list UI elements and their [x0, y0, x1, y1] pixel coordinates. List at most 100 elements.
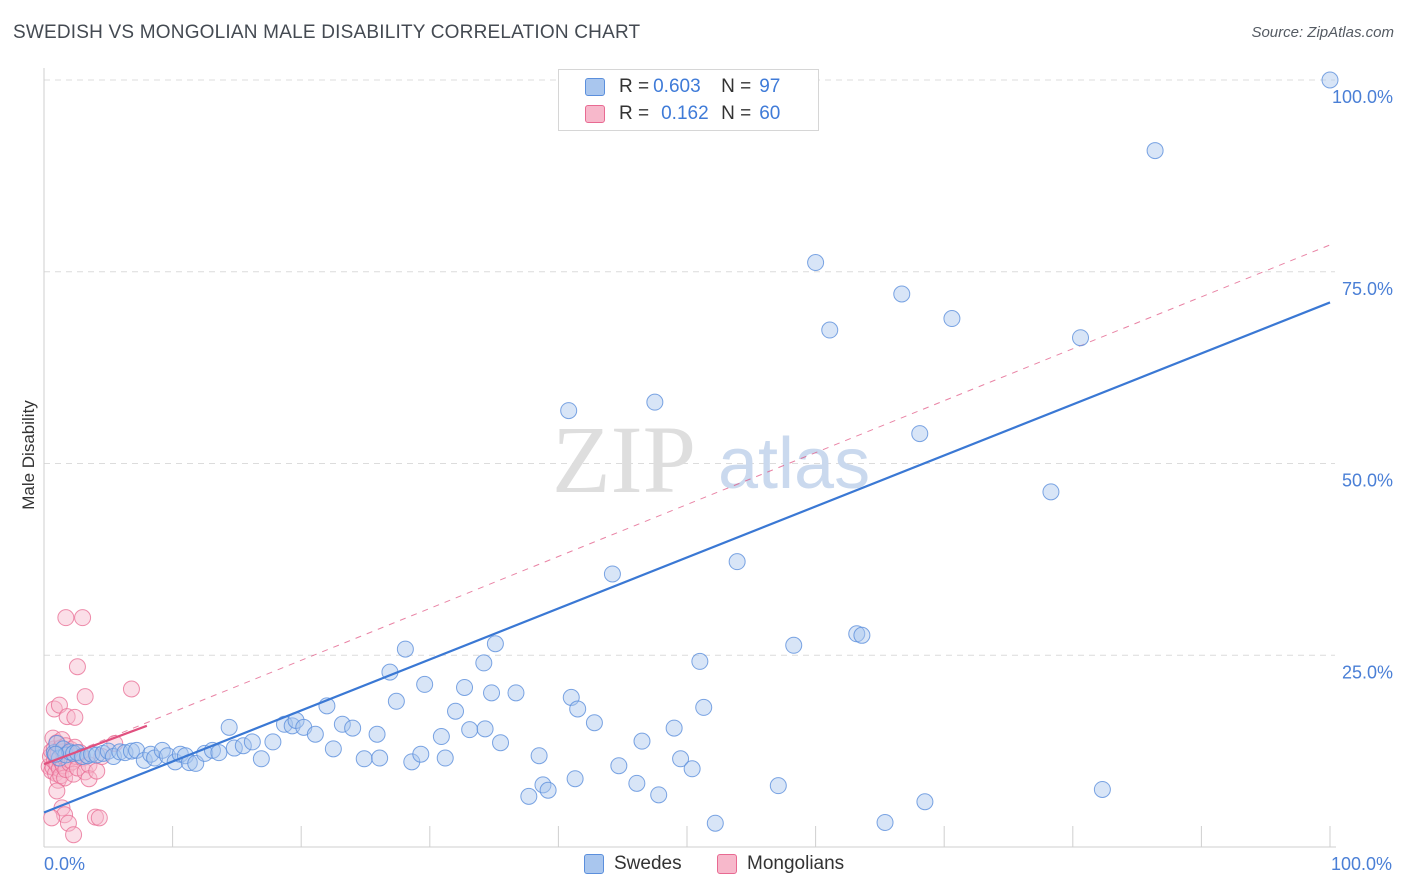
legend-swatch-mongolians: [585, 105, 605, 123]
mongolians-point: [122, 680, 140, 698]
y-tick-label: 50.0%: [1342, 471, 1393, 491]
legend-r-label: R =: [619, 76, 650, 97]
swedes-point: [461, 721, 479, 739]
swedes-point: [483, 684, 501, 702]
legend-n-value: 97: [759, 76, 781, 97]
swedes-point: [695, 698, 713, 716]
bottom-legend-swedes: Swedes: [584, 851, 682, 877]
swedes-point: [628, 774, 646, 792]
swedes-point: [603, 565, 621, 583]
swedes-point: [243, 733, 261, 751]
swedes-point: [1321, 71, 1339, 89]
swedes-point: [534, 776, 552, 794]
swedes-point: [1072, 329, 1090, 347]
mongolians-point: [48, 782, 66, 800]
stats-legend: R = 0.603 N = 97 R = 0.162 N = 60: [558, 69, 819, 131]
legend-n-label: N =: [721, 76, 752, 97]
swedes-point: [1146, 142, 1164, 160]
legend-row-swedes: R = 0.603 N = 97: [585, 75, 780, 99]
grid-lines: [44, 79, 1335, 656]
y-tick-labels: 25.0% 50.0% 75.0% 100.0%: [1332, 87, 1393, 682]
chart-title: SWEDISH VS MONGOLIAN MALE DISABILITY COR…: [13, 22, 641, 43]
mongolians-point: [57, 609, 75, 627]
swedes-point: [264, 733, 282, 751]
mongolians-point: [88, 762, 106, 780]
swedes-point: [447, 702, 465, 720]
mongolians-point: [56, 806, 74, 824]
swedes-point: [691, 652, 709, 670]
swedes-point: [911, 425, 929, 443]
legend-n-value: 60: [759, 103, 781, 124]
mongolians-point: [65, 826, 83, 844]
legend-n-label: N =: [721, 103, 752, 124]
swedes-point: [371, 749, 389, 767]
swedes-point: [672, 750, 690, 768]
legend-swatch-mongolians: [717, 854, 737, 874]
mongolians-dashed-trend: [43, 244, 1331, 765]
swedes-point: [569, 700, 587, 718]
swedes-point: [530, 747, 548, 765]
source-label: Source: ZipAtlas.com: [1251, 24, 1394, 41]
swedes-point: [387, 692, 405, 710]
swedes-point: [210, 744, 228, 762]
swedes-point: [333, 715, 351, 733]
swedes-point: [1042, 483, 1060, 501]
watermark-zip: ZIP: [552, 406, 696, 513]
swedes-point: [436, 749, 454, 767]
swedes-point: [324, 740, 342, 758]
swedes-point: [728, 553, 746, 571]
y-tick-label: 100.0%: [1332, 87, 1393, 107]
swedes-point: [633, 732, 651, 750]
legend-r-label: R =: [619, 103, 650, 124]
swedes-point: [539, 781, 557, 799]
swedes-point: [507, 684, 525, 702]
swedes-point: [585, 714, 603, 732]
swedes-point: [566, 770, 584, 788]
mongolians-point: [90, 809, 108, 827]
bottom-legend-mongolians: Mongolians: [717, 851, 844, 877]
swedes-point: [807, 254, 825, 272]
swedes-point: [153, 741, 171, 759]
axes: [43, 68, 1336, 848]
legend-swatch-swedes: [585, 78, 605, 96]
mongolians-point: [68, 658, 86, 676]
swedes-point: [943, 310, 961, 328]
swedes-point: [683, 760, 701, 778]
swedes-point: [220, 718, 238, 736]
mongolians-trend-dashed-line: [43, 244, 1331, 765]
swedes-point: [432, 728, 450, 746]
swedes-point: [486, 635, 504, 653]
mongolians-point: [74, 609, 92, 627]
swedes-point: [650, 786, 668, 804]
mongolians-point: [76, 688, 94, 706]
swedes-point: [306, 725, 324, 743]
swedes-point: [412, 745, 430, 763]
swedes-point: [234, 737, 252, 755]
swedes-point: [475, 654, 493, 672]
swedes-point: [416, 675, 434, 693]
swedes-point: [1093, 780, 1111, 798]
swedes-point: [520, 787, 538, 805]
swedes-point: [785, 636, 803, 654]
swedes-trend-line: [43, 301, 1331, 814]
mongolians-trend-line: [43, 724, 148, 766]
legend-label-mongolians: Mongolians: [747, 853, 845, 874]
swedes-point: [560, 402, 578, 420]
legend-r-value: 0.603: [653, 76, 701, 97]
swedes-point: [893, 285, 911, 303]
swedes-point: [492, 734, 510, 752]
legend-swatch-swedes: [584, 854, 604, 874]
swedes-point: [396, 640, 414, 658]
mongolians-point: [66, 708, 84, 726]
swedes-point: [706, 814, 724, 832]
swedes-point: [476, 720, 494, 738]
legend-row-mongolians: R = 0.162 N = 60: [585, 102, 780, 126]
swedes-point: [916, 793, 934, 811]
watermark-atlas: atlas: [718, 424, 870, 504]
watermark: ZIP atlas: [552, 406, 870, 513]
legend-r-value: 0.162: [661, 103, 709, 124]
swedes-point: [135, 751, 153, 769]
swedes-point: [665, 719, 683, 737]
legend-label-swedes: Swedes: [614, 853, 682, 874]
